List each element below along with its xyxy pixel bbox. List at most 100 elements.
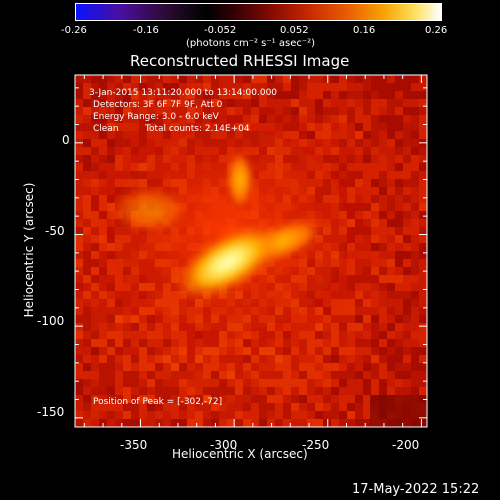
heatmap-cell xyxy=(315,419,324,427)
heatmap-cell xyxy=(331,83,340,92)
heatmap-cell xyxy=(379,251,388,260)
heatmap-cell xyxy=(131,419,140,427)
heatmap-cell xyxy=(243,419,252,427)
heatmap-cell xyxy=(371,291,380,300)
heatmap-cell xyxy=(155,403,164,412)
heatmap-cell xyxy=(379,195,388,204)
heatmap-cell xyxy=(419,219,427,228)
heatmap-cell xyxy=(323,123,332,132)
heatmap-cell xyxy=(123,355,132,364)
heatmap-cell xyxy=(323,403,332,412)
heatmap-cell xyxy=(371,371,380,380)
heatmap-cell xyxy=(251,387,260,396)
heatmap-cell xyxy=(99,371,108,380)
heatmap-cell xyxy=(275,387,284,396)
heatmap-cell xyxy=(107,323,116,332)
heatmap-cell xyxy=(107,99,116,108)
heatmap-cell xyxy=(259,355,268,364)
heatmap-cell xyxy=(419,355,427,364)
heatmap-cell xyxy=(411,259,420,268)
heatmap-cell xyxy=(147,419,156,427)
heatmap-cell xyxy=(403,203,412,212)
heatmap-cell xyxy=(235,403,244,412)
heatmap-cell xyxy=(395,347,404,356)
heatmap-cell xyxy=(395,83,404,92)
heatmap-cell xyxy=(307,419,316,427)
heatmap-cell xyxy=(219,371,228,380)
heatmap-cell xyxy=(419,275,427,284)
heatmap-cell xyxy=(75,195,84,204)
heatmap-cell xyxy=(387,307,396,316)
heatmap-cell xyxy=(379,203,388,212)
heatmap-cell xyxy=(395,147,404,156)
heatmap-cell xyxy=(363,91,372,100)
heatmap-cell xyxy=(403,275,412,284)
heatmap-cell xyxy=(307,403,316,412)
heatmap-cell xyxy=(203,355,212,364)
heatmap-cell xyxy=(347,355,356,364)
heatmap-cell xyxy=(339,83,348,92)
heatmap-cell xyxy=(171,387,180,396)
plot-frame xyxy=(74,74,428,428)
heatmap-cell xyxy=(83,131,92,140)
heatmap-cell xyxy=(371,275,380,284)
heatmap-cell xyxy=(131,75,140,84)
heatmap-cell xyxy=(395,195,404,204)
heatmap-cell xyxy=(323,107,332,116)
colorbar-tick: -0.26 xyxy=(61,25,87,36)
heatmap-cell xyxy=(203,75,212,84)
heatmap-cell xyxy=(323,331,332,340)
heatmap-cell xyxy=(331,411,340,420)
heatmap-cell xyxy=(75,387,84,396)
heatmap-cell xyxy=(419,379,427,388)
heatmap-cell xyxy=(315,107,324,116)
heatmap-cell xyxy=(115,411,124,420)
heatmap-cell xyxy=(75,339,84,348)
heatmap-cell xyxy=(187,419,196,427)
heatmap-cell xyxy=(411,283,420,292)
heatmap-cell xyxy=(275,75,284,84)
heatmap-cell xyxy=(363,147,372,156)
heatmap-cell xyxy=(355,411,364,420)
heatmap-cell xyxy=(139,339,148,348)
heatmap-cell xyxy=(115,339,124,348)
heatmap-cell xyxy=(355,331,364,340)
heatmap-cell xyxy=(107,139,116,148)
heatmap-cell xyxy=(411,187,420,196)
heatmap-cell xyxy=(115,115,124,124)
heatmap-cell xyxy=(363,123,372,132)
heatmap-cell xyxy=(379,243,388,252)
heatmap-cell xyxy=(139,355,148,364)
heatmap-cell xyxy=(275,395,284,404)
heatmap-cell xyxy=(219,91,228,100)
heatmap-cell xyxy=(83,323,92,332)
heatmap-cell xyxy=(291,363,300,372)
heatmap-cell xyxy=(419,171,427,180)
heatmap-cell xyxy=(203,403,212,412)
heatmap-cell xyxy=(259,75,268,84)
heatmap-cell xyxy=(419,123,427,132)
heatmap-cell xyxy=(355,307,364,316)
heatmap-cell xyxy=(139,395,148,404)
heatmap-cell xyxy=(355,355,364,364)
heatmap-cell xyxy=(235,419,244,427)
heatmap-cell xyxy=(115,107,124,116)
heatmap-cell xyxy=(155,371,164,380)
heatmap-cell xyxy=(123,371,132,380)
heatmap-cell xyxy=(75,347,84,356)
heatmap-cell xyxy=(211,91,220,100)
heatmap-cell xyxy=(387,315,396,324)
heatmap-cell xyxy=(171,83,180,92)
heatmap-cell xyxy=(395,243,404,252)
heatmap-cell xyxy=(371,115,380,124)
heatmap-cell xyxy=(411,339,420,348)
heatmap-cell xyxy=(387,371,396,380)
x-tick-label: -200 xyxy=(392,438,420,452)
heatmap-cell xyxy=(323,371,332,380)
heatmap-cell xyxy=(131,83,140,92)
heatmap-cell xyxy=(347,107,356,116)
heatmap-cell xyxy=(155,395,164,404)
heatmap-cell xyxy=(379,259,388,268)
heatmap-cell xyxy=(267,395,276,404)
heatmap-cell xyxy=(155,363,164,372)
